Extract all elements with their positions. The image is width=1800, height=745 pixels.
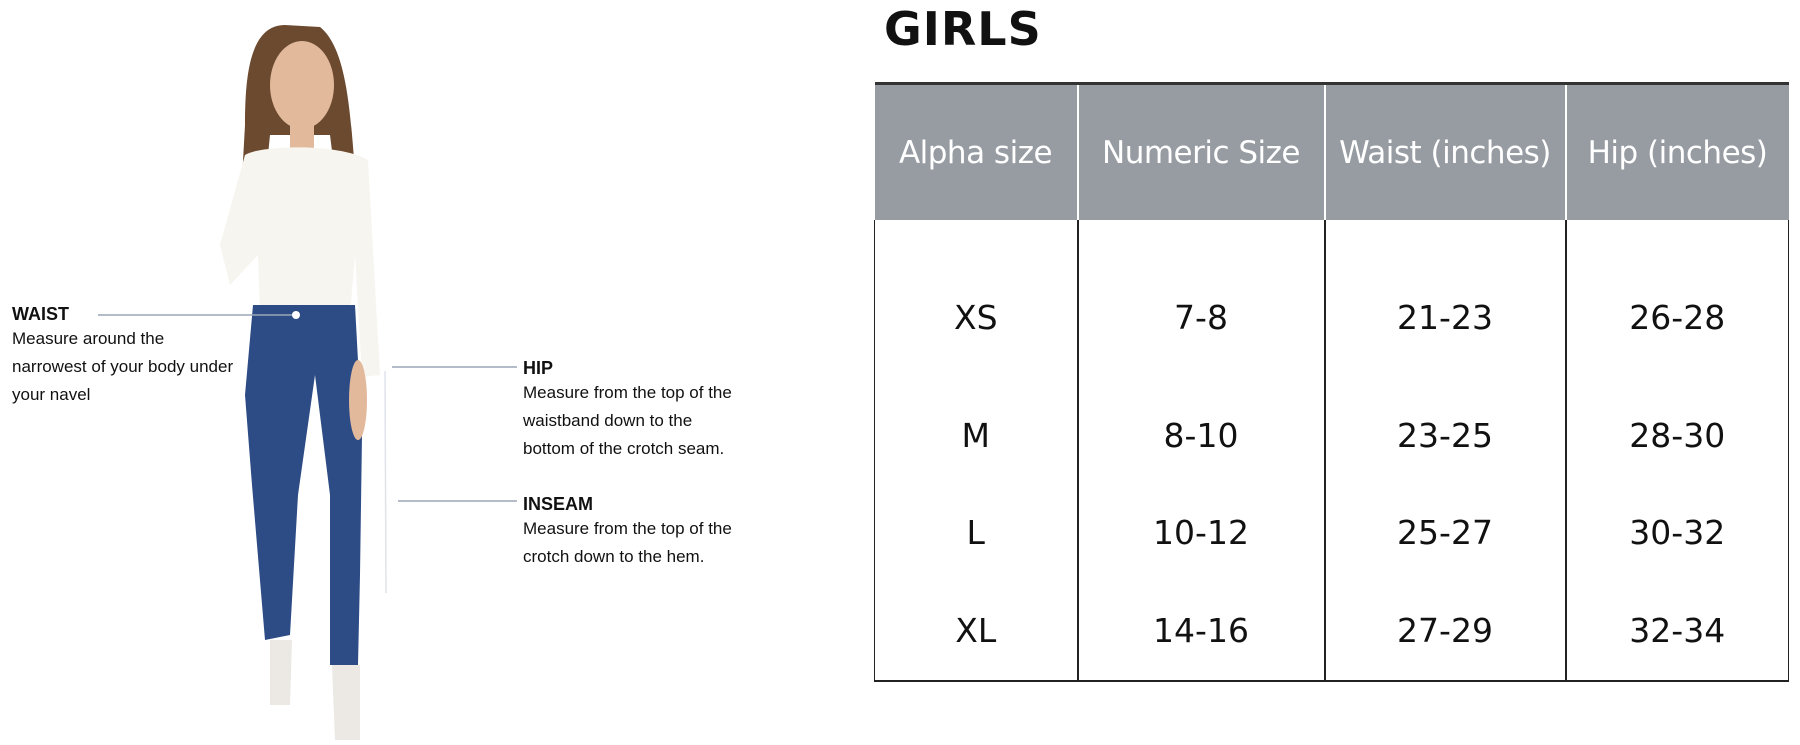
inseam-description-line: crotch down to the hem. xyxy=(523,547,705,566)
table-header-row: Alpha size Numeric Size Waist (inches) H… xyxy=(874,82,1789,220)
cell-numeric: 7-8 xyxy=(1076,220,1325,387)
cell-hip: 26-28 xyxy=(1564,220,1789,387)
cell-alpha: L xyxy=(874,483,1078,582)
cell-numeric: 14-16 xyxy=(1076,581,1325,682)
table-row: XS 7-8 21-23 26-28 xyxy=(874,220,1789,387)
waist-description-line: narrowest of your body under xyxy=(12,357,234,376)
cell-alpha: XL xyxy=(874,581,1078,682)
cell-numeric: 10-12 xyxy=(1076,483,1325,582)
cell-numeric: 8-10 xyxy=(1076,386,1325,484)
cell-waist: 27-29 xyxy=(1323,581,1566,682)
cell-hip: 30-32 xyxy=(1564,483,1789,582)
table-row: L 10-12 25-27 30-32 xyxy=(874,483,1789,582)
inseam-annotation: INSEAM Measure from the top of the crotc… xyxy=(523,494,732,571)
header-numeric-size: Numeric Size xyxy=(1076,82,1325,220)
cell-alpha: XS xyxy=(874,220,1078,387)
hip-description-line: Measure from the top of the xyxy=(523,383,732,402)
cell-waist: 23-25 xyxy=(1323,386,1566,484)
header-waist: Waist (inches) xyxy=(1323,82,1566,220)
waist-description-line: Measure around the xyxy=(12,329,165,348)
size-chart-table: Alpha size Numeric Size Waist (inches) H… xyxy=(874,82,1789,682)
cell-alpha: M xyxy=(874,386,1078,484)
header-alpha-size: Alpha size xyxy=(874,82,1078,220)
model-figure-illustration xyxy=(220,25,380,740)
cell-hip: 32-34 xyxy=(1564,581,1789,682)
hip-label: HIP xyxy=(523,358,554,378)
cell-waist: 25-27 xyxy=(1323,483,1566,582)
header-hip: Hip (inches) xyxy=(1564,82,1789,220)
table-row: M 8-10 23-25 28-30 xyxy=(874,386,1789,484)
inseam-description-line: Measure from the top of the xyxy=(523,519,732,538)
waist-description-line: your navel xyxy=(12,385,91,404)
waist-annotation: WAIST Measure around the narrowest of yo… xyxy=(12,304,233,409)
hip-annotation: HIP Measure from the top of the waistban… xyxy=(523,358,732,463)
cell-hip: 28-30 xyxy=(1564,386,1789,484)
inseam-label: INSEAM xyxy=(523,494,594,514)
hip-description-line: waistband down to the xyxy=(523,411,693,430)
table-row: XL 14-16 27-29 32-34 xyxy=(874,581,1789,682)
size-chart-title: GIRLS xyxy=(884,2,1042,56)
hip-description-line: bottom of the crotch seam. xyxy=(523,439,725,458)
cell-waist: 21-23 xyxy=(1323,220,1566,387)
waist-label: WAIST xyxy=(12,304,69,324)
measurement-leader-lines xyxy=(98,311,517,601)
